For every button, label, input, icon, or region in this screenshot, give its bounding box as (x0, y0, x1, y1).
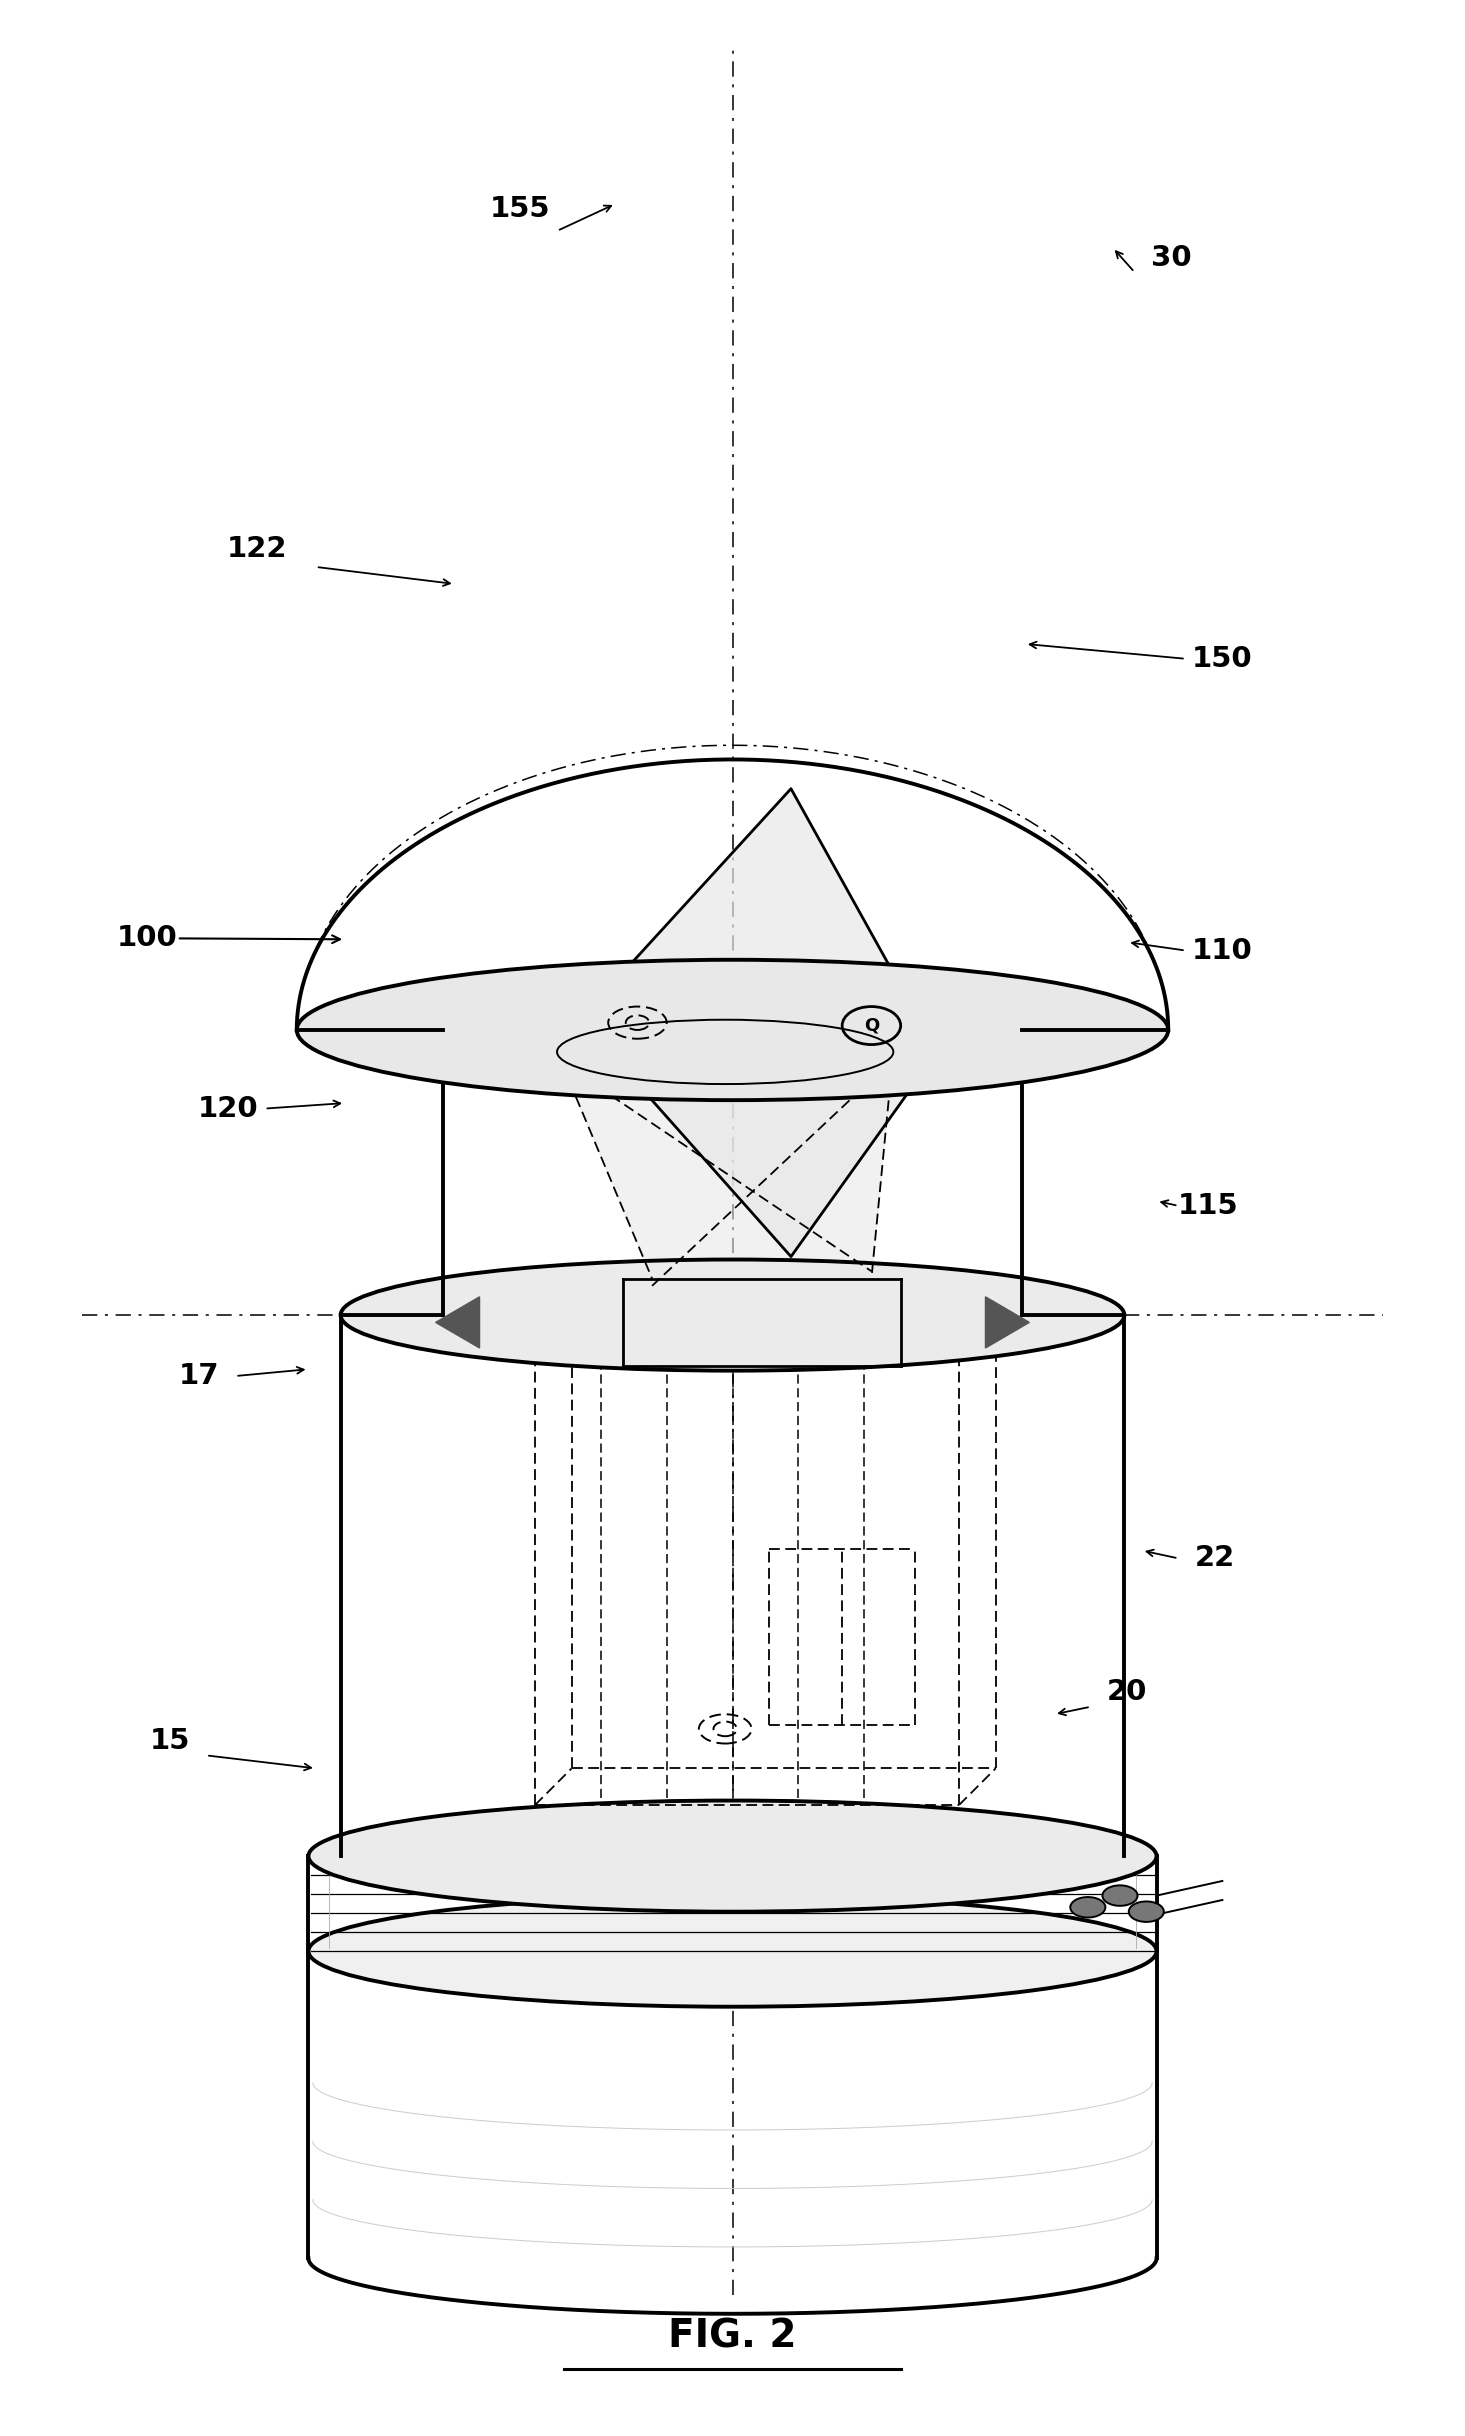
Text: 110: 110 (1193, 935, 1253, 965)
Ellipse shape (309, 1895, 1156, 2007)
Text: FIG. 2: FIG. 2 (668, 2317, 797, 2356)
Text: 20: 20 (1108, 1678, 1147, 1705)
Text: 30: 30 (1151, 244, 1191, 270)
Ellipse shape (1071, 1898, 1106, 1917)
Polygon shape (435, 1296, 479, 1347)
Text: 155: 155 (491, 195, 551, 224)
Polygon shape (557, 1052, 894, 1279)
Text: 17: 17 (179, 1362, 220, 1391)
Polygon shape (986, 1296, 1030, 1347)
Text: 100: 100 (117, 923, 177, 952)
Text: 15: 15 (149, 1727, 190, 1754)
Text: 120: 120 (198, 1094, 258, 1123)
Ellipse shape (341, 1259, 1124, 1371)
Ellipse shape (1103, 1885, 1137, 1905)
Ellipse shape (309, 1800, 1156, 1912)
Ellipse shape (1128, 1903, 1163, 1922)
Ellipse shape (341, 1800, 1124, 1912)
Text: 122: 122 (227, 536, 287, 563)
Text: Q: Q (864, 1016, 879, 1035)
Text: 115: 115 (1178, 1191, 1238, 1220)
Ellipse shape (442, 1272, 1023, 1359)
Text: 150: 150 (1193, 646, 1253, 672)
Text: 22: 22 (1195, 1544, 1235, 1571)
Ellipse shape (297, 960, 1168, 1101)
Polygon shape (557, 789, 938, 1257)
Ellipse shape (442, 987, 1023, 1074)
